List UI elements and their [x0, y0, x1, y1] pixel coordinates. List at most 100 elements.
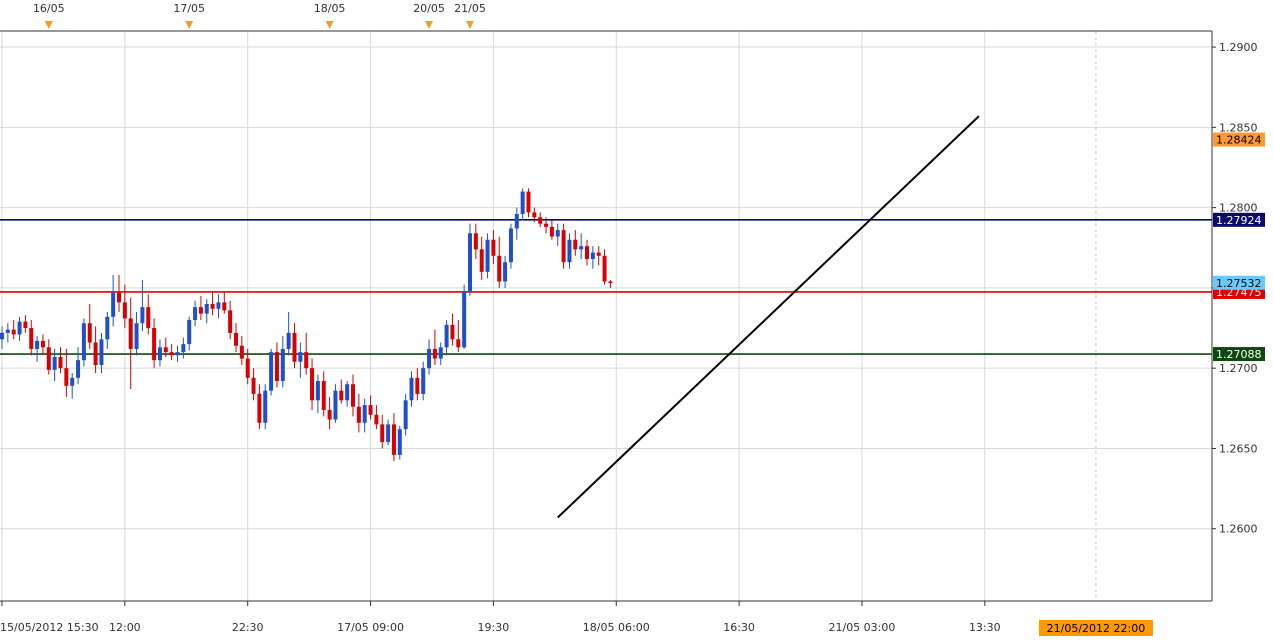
candle — [105, 311, 110, 349]
candle-body — [561, 230, 566, 263]
candle — [0, 326, 4, 349]
candle-body — [549, 226, 554, 237]
candle-body — [181, 344, 186, 353]
candle — [485, 233, 490, 279]
line-price-badge-label: 1.27088 — [1216, 348, 1262, 361]
candle-body — [310, 368, 315, 401]
candle-body — [40, 340, 45, 348]
candle — [81, 318, 86, 367]
candle-body — [368, 405, 373, 415]
candles — [0, 188, 613, 462]
candle — [538, 212, 543, 227]
candle — [146, 294, 151, 335]
price-badge: 1.28424 — [1213, 132, 1265, 147]
candle — [391, 413, 396, 462]
date-marker-label: 17/05 — [173, 2, 205, 15]
candle-body — [356, 406, 361, 423]
candle-body — [58, 356, 63, 369]
candle — [397, 425, 402, 460]
candle-body — [128, 318, 133, 349]
candle — [269, 348, 274, 396]
candle-body — [222, 302, 227, 311]
candle — [76, 347, 81, 385]
candle — [111, 275, 116, 327]
candle-body — [280, 348, 285, 382]
date-marker-label: 21/05 — [454, 2, 486, 15]
candle — [181, 337, 186, 359]
candle-body — [391, 424, 396, 455]
candle-body — [567, 239, 572, 263]
candle-body — [438, 347, 443, 359]
candle-body — [304, 352, 309, 369]
candle-body — [602, 255, 607, 282]
horizontal-lines — [0, 219, 1212, 355]
current-time-badge: 21/05/2012 22:00 — [1038, 620, 1153, 636]
candle — [339, 379, 344, 404]
x-tick-label: 15/05/2012 15:30 — [0, 621, 99, 634]
candle — [140, 279, 145, 332]
candle-body — [403, 400, 408, 430]
candle-body — [274, 352, 279, 382]
candle-body — [228, 310, 233, 333]
candle — [356, 393, 361, 433]
candle-body — [415, 377, 420, 394]
candle-body — [239, 345, 244, 359]
candle-body — [298, 352, 303, 362]
candle — [403, 393, 408, 436]
current-time-badge-bg — [1038, 620, 1153, 636]
candle — [298, 342, 303, 378]
price-badge-label: 1.28424 — [1216, 134, 1262, 147]
candle — [46, 339, 51, 375]
candle-body — [462, 291, 467, 348]
candle — [64, 348, 69, 398]
candle-body — [503, 262, 508, 282]
candle-body — [538, 217, 543, 224]
candle — [52, 348, 57, 382]
candle — [29, 320, 34, 356]
candle — [473, 223, 478, 259]
candle-body — [198, 307, 203, 314]
candle — [274, 342, 279, 388]
date-marker: 17/05 — [173, 2, 205, 29]
y-tick-label: 1.2650 — [1219, 442, 1258, 455]
candle — [239, 336, 244, 365]
candle — [87, 303, 92, 349]
candle — [198, 295, 203, 321]
candle-body — [526, 191, 531, 213]
candle — [362, 398, 367, 433]
candle — [462, 284, 467, 349]
candle — [567, 233, 572, 269]
candle-body — [157, 347, 162, 361]
candle — [438, 342, 443, 365]
x-tick-label: 21/05 03:00 — [828, 621, 895, 634]
candle — [532, 207, 537, 223]
candle — [450, 313, 455, 346]
candle-body — [175, 352, 180, 356]
candle — [228, 300, 233, 340]
line-price-badge: 1.27088 — [1213, 347, 1265, 362]
candle — [93, 326, 98, 373]
candle — [210, 291, 215, 316]
line-price-badge-bg — [1213, 347, 1265, 362]
candle-body — [544, 223, 549, 227]
date-marker: 21/05 — [454, 2, 486, 29]
candle-body — [327, 409, 332, 420]
trendline — [557, 115, 980, 519]
date-marker: 20/05 — [413, 2, 445, 29]
line-price-badge-bg — [1213, 212, 1265, 227]
candle-body — [421, 368, 426, 394]
candle — [427, 339, 432, 375]
trendline-layer — [557, 115, 980, 519]
candle — [585, 239, 589, 266]
candle-body — [29, 328, 34, 349]
candle-body — [362, 405, 367, 423]
candle-body — [456, 339, 461, 348]
candle-body — [585, 246, 589, 259]
x-tick-label: 17/05 09:00 — [337, 621, 404, 634]
candle — [315, 374, 320, 414]
candle — [602, 249, 607, 285]
date-marker-label: 16/05 — [33, 2, 65, 15]
candle — [216, 294, 221, 319]
